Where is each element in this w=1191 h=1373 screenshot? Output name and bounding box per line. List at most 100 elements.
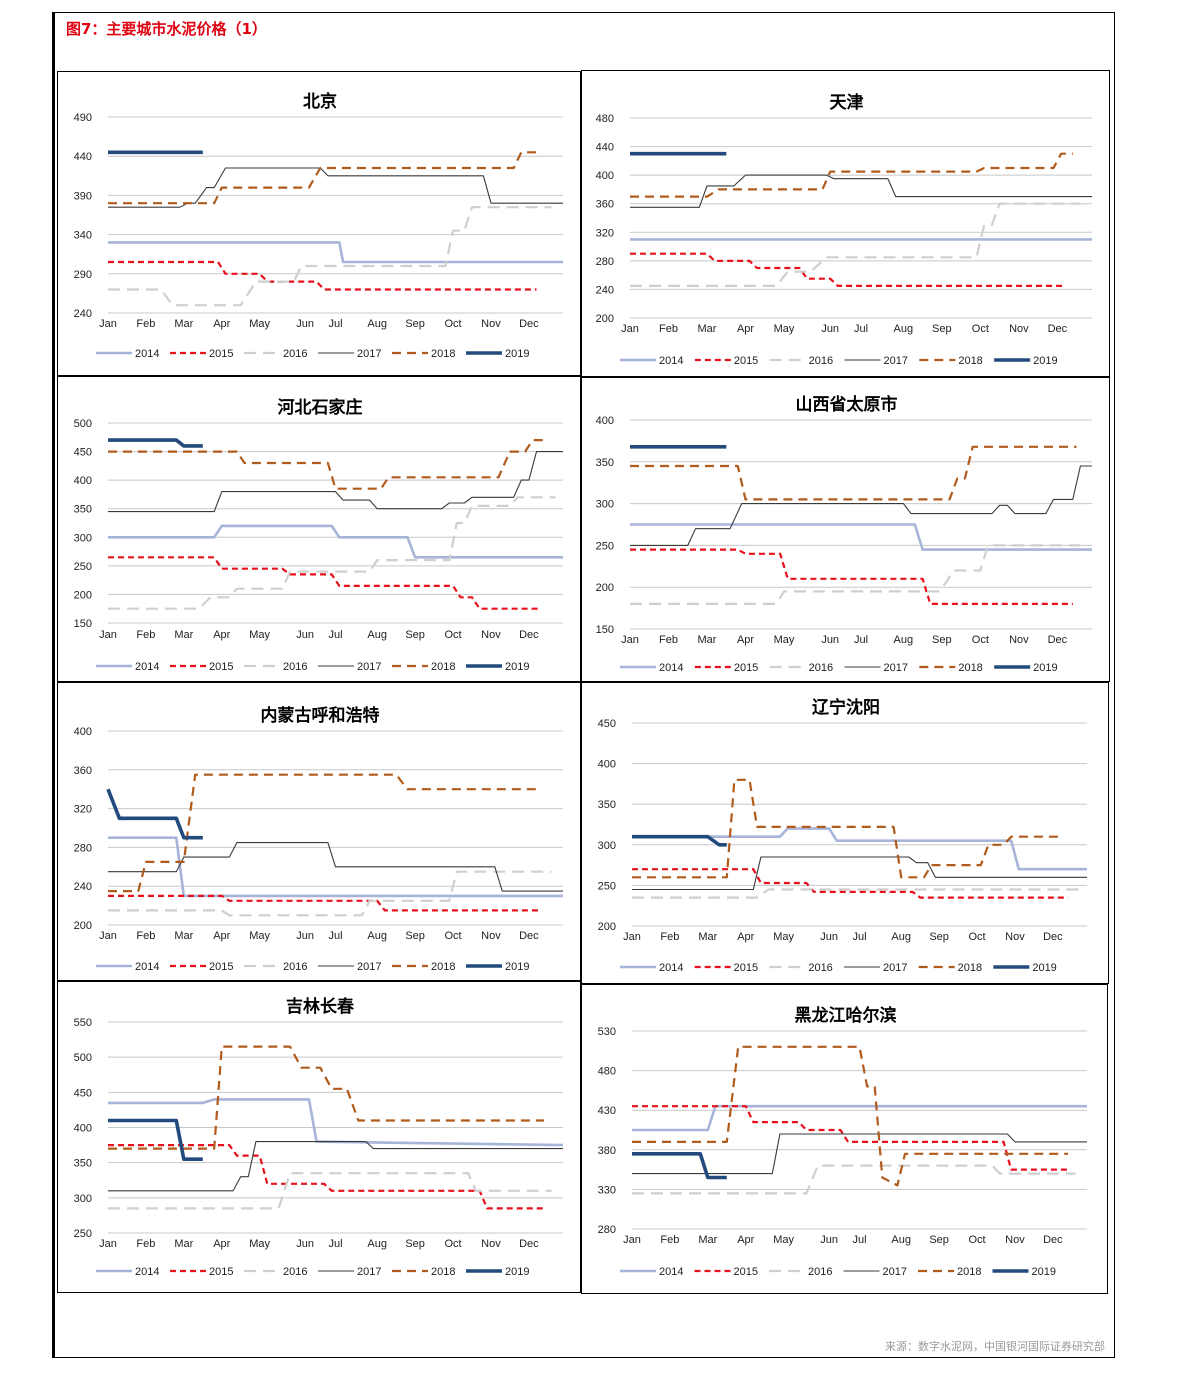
legend-label: 2014: [135, 1266, 159, 1278]
chart-title: 天津: [830, 92, 864, 113]
x-tick-label: Mar: [698, 931, 717, 943]
x-tick-label: Aug: [367, 629, 387, 641]
x-tick-label: Jul: [328, 930, 342, 942]
x-tick-label: Aug: [891, 1234, 911, 1246]
x-tick-label: May: [249, 318, 270, 330]
chart-svg: 内蒙古呼和浩特 200 240 280 320 360 400 Jan Feb Mar Apr May…: [74, 705, 563, 973]
y-tick-label: 400: [74, 475, 92, 487]
legend-label: 2018: [958, 662, 982, 674]
y-tick-label: 300: [598, 840, 616, 852]
series-line-2014: [108, 836, 563, 898]
y-tick-label: 400: [596, 415, 614, 427]
legend-label: 2014: [135, 348, 159, 360]
y-tick-label: 150: [596, 624, 614, 636]
y-tick-label: 280: [598, 1224, 616, 1236]
series-line-2018: [108, 438, 544, 490]
series-line-2014: [108, 241, 563, 264]
x-tick-label: Mar: [698, 1234, 717, 1246]
y-tick-label: 350: [596, 457, 614, 469]
chart-panel-3: 河北石家庄 150 200 250 300 350 400 450 500 Jan Feb Mar Ap…: [57, 376, 581, 682]
chart-svg: 黑龙江哈尔滨 280 330 380 430 480 530 Jan Feb Mar Apr May J…: [598, 1005, 1087, 1278]
legend-label: 2019: [505, 348, 529, 360]
x-tick-label: Feb: [659, 323, 678, 335]
legend-label: 2017: [357, 661, 381, 673]
y-tick-label: 440: [74, 151, 92, 163]
legend-label: 2016: [809, 662, 833, 674]
x-tick-label: Jul: [854, 323, 868, 335]
x-tick-label: Jan: [99, 930, 117, 942]
series-line-2016: [630, 544, 1081, 605]
chart-svg: 天津 200 240 280 320 360 400 440 480 Jan Feb Mar Apr Ma…: [596, 92, 1092, 367]
x-tick-label: Mar: [174, 318, 193, 330]
x-tick-label: Oct: [972, 323, 989, 335]
x-tick-label: Aug: [891, 931, 911, 943]
y-tick-label: 430: [598, 1105, 616, 1117]
y-tick-label: 240: [74, 881, 92, 893]
legend-label: 2016: [808, 1266, 832, 1278]
x-tick-label: Nov: [1005, 1234, 1025, 1246]
legend-label: 2015: [209, 661, 233, 673]
x-tick-label: Apr: [213, 1238, 230, 1250]
y-tick-label: 500: [74, 418, 92, 430]
chart-panel-2: 天津 200 240 280 320 360 400 440 480 Jan Feb Mar Apr Ma…: [581, 70, 1110, 377]
legend-label: 2017: [357, 348, 381, 360]
x-tick-label: May: [774, 323, 795, 335]
series-line-2015: [108, 260, 537, 291]
y-tick-label: 300: [74, 1193, 92, 1205]
x-tick-label: Apr: [737, 1234, 754, 1246]
chart-title: 山西省太原市: [796, 394, 898, 415]
y-tick-label: 320: [74, 804, 92, 816]
y-tick-label: 490: [74, 112, 92, 124]
y-tick-label: 400: [596, 170, 614, 182]
x-tick-label: Oct: [968, 1234, 985, 1246]
y-tick-label: 450: [74, 1087, 92, 1099]
y-tick-label: 360: [74, 765, 92, 777]
x-tick-label: Jan: [99, 1238, 117, 1250]
legend-label: 2019: [1032, 1266, 1056, 1278]
x-tick-label: May: [249, 930, 270, 942]
series-line-2017: [108, 451, 563, 513]
x-tick-label: Nov: [1005, 931, 1025, 943]
chart-title: 辽宁沈阳: [812, 697, 880, 718]
series-line-2018: [630, 152, 1073, 198]
x-tick-label: Oct: [444, 629, 461, 641]
x-tick-label: Jul: [328, 1238, 342, 1250]
y-tick-label: 550: [74, 1017, 92, 1029]
x-tick-label: May: [249, 1238, 270, 1250]
y-tick-label: 280: [74, 842, 92, 854]
y-tick-label: 200: [596, 313, 614, 325]
x-tick-label: Jun: [821, 634, 839, 646]
x-tick-label: May: [774, 634, 795, 646]
legend-label: 2016: [808, 962, 832, 974]
legend-label: 2014: [659, 662, 683, 674]
y-tick-label: 480: [596, 113, 614, 125]
x-tick-label: Dec: [519, 1238, 539, 1250]
x-tick-label: Jan: [99, 318, 117, 330]
series-line-2015: [630, 252, 1066, 287]
y-tick-label: 250: [596, 540, 614, 552]
x-tick-label: Feb: [136, 318, 155, 330]
legend-label: 2019: [1032, 962, 1056, 974]
x-tick-label: May: [249, 629, 270, 641]
series-line-2014: [108, 1098, 564, 1147]
y-tick-label: 320: [596, 227, 614, 239]
x-tick-label: Mar: [698, 634, 717, 646]
legend-label: 2018: [431, 348, 455, 360]
x-tick-label: Dec: [1043, 931, 1063, 943]
chart-svg: 北京 240 290 340 390 440 490 Jan Feb Mar Apr May Jun Ju…: [74, 91, 563, 360]
y-tick-label: 200: [74, 589, 92, 601]
x-tick-label: Oct: [972, 634, 989, 646]
figure-title: 图7：主要城市水泥价格（1）: [66, 20, 267, 38]
x-tick-label: Mar: [174, 629, 193, 641]
x-tick-label: Oct: [444, 318, 461, 330]
legend-label: 2019: [1033, 662, 1057, 674]
y-tick-label: 350: [74, 504, 92, 516]
x-tick-label: Jan: [621, 323, 639, 335]
x-tick-label: Mar: [174, 930, 193, 942]
x-tick-label: Nov: [481, 1238, 501, 1250]
x-tick-label: May: [773, 1234, 794, 1246]
x-tick-label: Sep: [932, 634, 952, 646]
x-tick-label: Dec: [519, 318, 539, 330]
series-line-2015: [632, 1105, 1068, 1171]
y-tick-label: 250: [598, 880, 616, 892]
